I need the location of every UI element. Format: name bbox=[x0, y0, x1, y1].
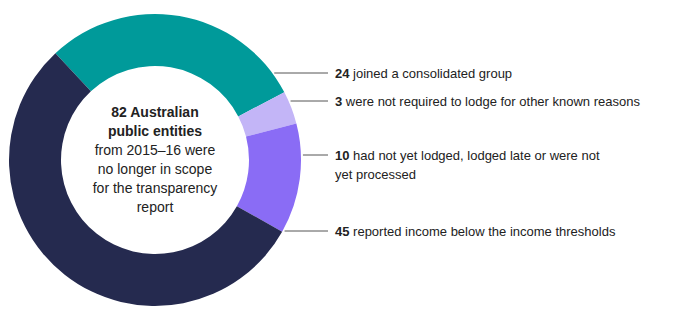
svg-text:3 were not required to lodge f: 3 were not required to lodge for other k… bbox=[335, 94, 640, 109]
html-text:82 Australian public entities: 82 Australian public entities bbox=[107, 104, 203, 139]
svg-text:45 reported income below the i: 45 reported income below the income thre… bbox=[335, 224, 616, 239]
html-text:from 2015–16 were no longer in: from 2015–16 were no longer in scope for… bbox=[92, 142, 218, 215]
svg-text:10 had not yet lodged, lodged: 10 had not yet lodged, lodged late or we… bbox=[335, 148, 600, 163]
svg-text:yet processed: yet processed bbox=[335, 167, 416, 182]
svg-text:24 joined a consolidated group: 24 joined a consolidated group bbox=[335, 66, 512, 81]
